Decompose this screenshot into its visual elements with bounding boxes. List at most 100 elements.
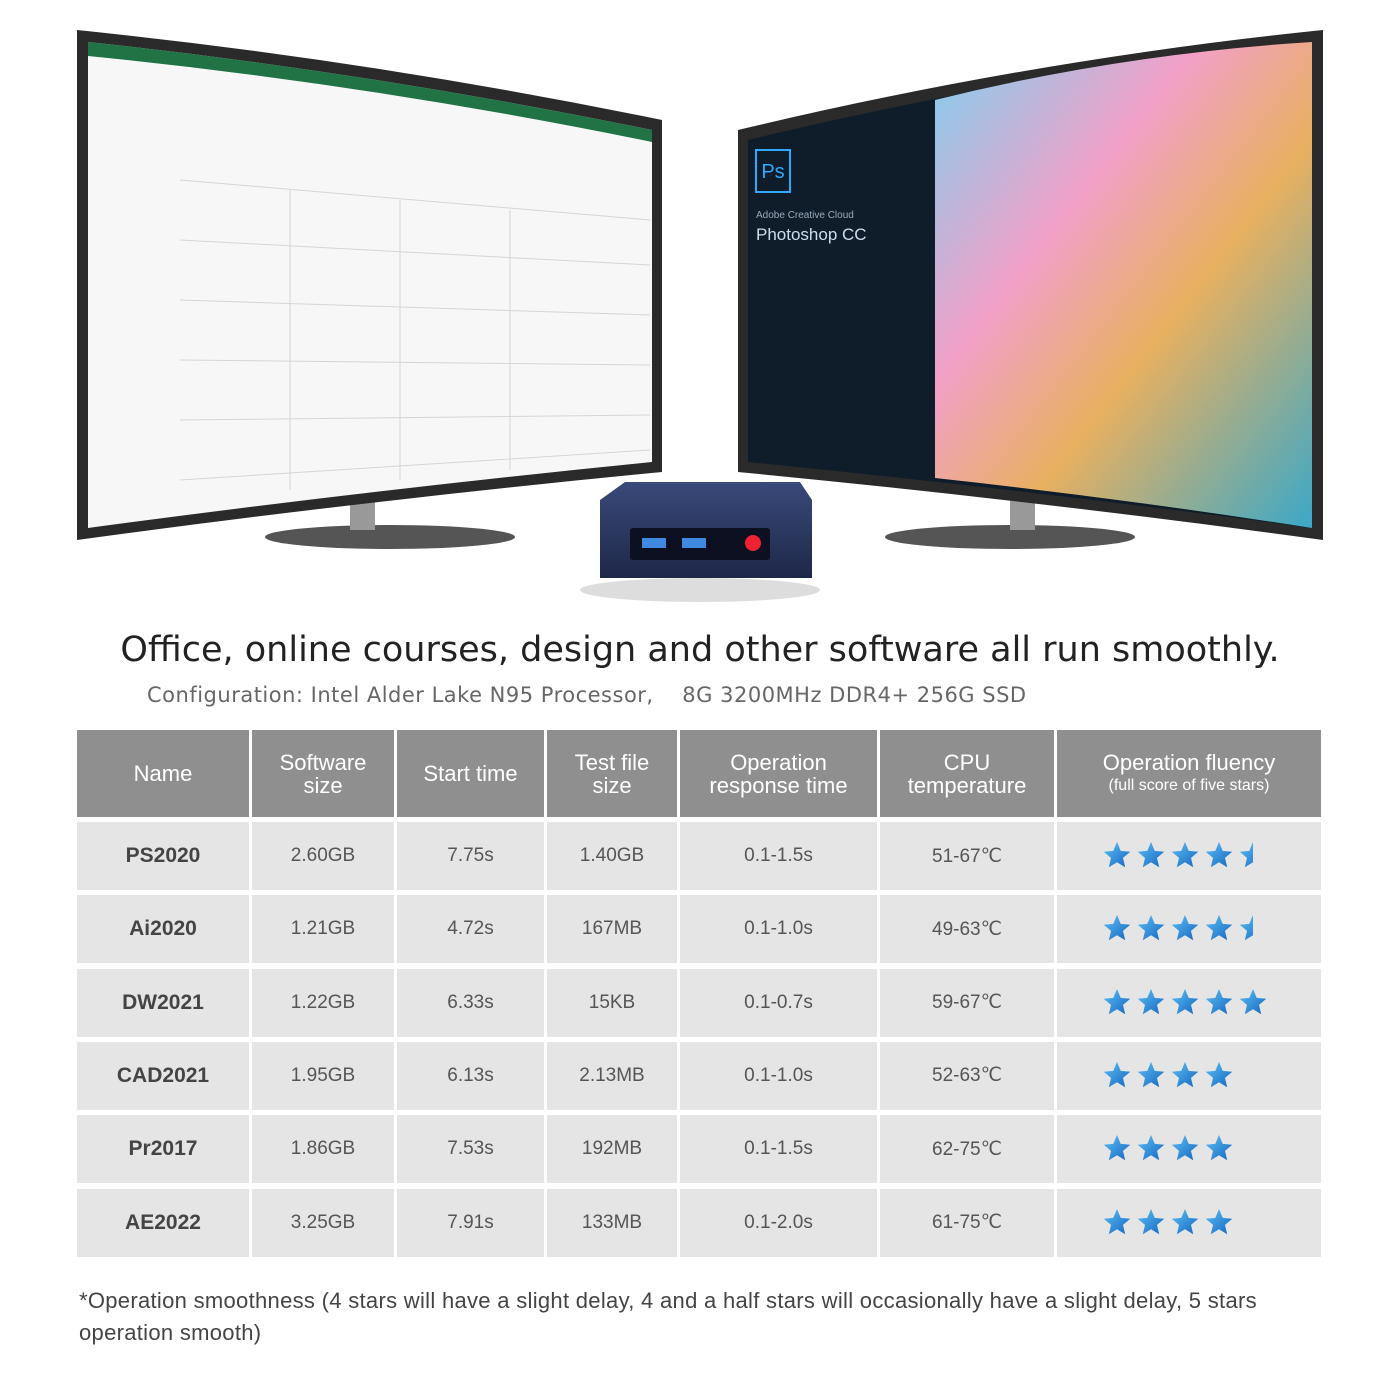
star	[1103, 915, 1131, 941]
header-cell: Software size	[252, 730, 394, 817]
star	[1103, 988, 1131, 1014]
spreadsheet-grid	[179, 179, 651, 490]
star	[1171, 1135, 1199, 1161]
star	[1171, 842, 1199, 868]
table-cell: 2.60GB	[252, 822, 394, 890]
star	[1137, 988, 1165, 1014]
ps-icon	[755, 149, 791, 193]
product-illustration: Ps Adobe Creative Cloud Photoshop CC	[77, 30, 1323, 602]
header-text: Test file size	[574, 749, 650, 798]
table-cell: 167MB	[547, 895, 677, 964]
table-cell: 4.72s	[397, 895, 544, 964]
header-text: (full score of five stars)	[1108, 776, 1270, 794]
table-cell: 6.33s	[397, 968, 544, 1037]
subtitle: Configuration: Intel Alder Lake N95 Proc…	[147, 683, 1027, 707]
rating-cell	[1057, 1115, 1321, 1184]
table-cell: 59-67℃	[880, 968, 1054, 1037]
table-cell: 6.13s	[397, 1041, 544, 1110]
rating-cell	[1057, 1188, 1321, 1257]
table-cell: 49-63℃	[880, 895, 1054, 964]
table-cell: 192MB	[547, 1115, 677, 1184]
star	[1205, 915, 1233, 941]
header-text: Operation response time	[709, 749, 848, 798]
table-cell: 52-63℃	[880, 1041, 1054, 1110]
rating-cell	[1057, 895, 1321, 964]
footnote: *Operation smoothness (4 stars will have…	[79, 1288, 1257, 1345]
rating-cell	[1057, 1041, 1321, 1110]
header-text: Start time	[423, 761, 518, 786]
table-cell: DW2021	[77, 968, 249, 1037]
star	[1239, 915, 1253, 941]
rating-stars	[1103, 1208, 1233, 1234]
rating-stars	[1103, 1061, 1233, 1088]
header-text: CPU temperature	[907, 749, 1027, 798]
table-cell: 0.1-0.7s	[680, 968, 877, 1037]
stand-base	[885, 525, 1135, 549]
table-cell: 7.75s	[397, 822, 544, 890]
star	[1171, 915, 1199, 941]
header-cell: Test file size	[547, 730, 677, 817]
header-text: Name	[133, 761, 193, 786]
table-cell: PS2020	[77, 822, 249, 890]
table-cell: 3.25GB	[252, 1188, 394, 1257]
table-cell: Pr2017	[77, 1115, 249, 1184]
star	[1205, 842, 1233, 868]
star	[1205, 1061, 1233, 1088]
rating-cell	[1057, 822, 1321, 890]
table-cell: AE2022	[77, 1188, 249, 1257]
rating-stars	[1103, 988, 1267, 1014]
star	[1205, 1208, 1233, 1234]
star	[1239, 842, 1253, 868]
rating-stars	[1103, 842, 1253, 868]
header-text: Operation fluency	[1102, 749, 1276, 775]
table-cell: 62-75℃	[880, 1115, 1054, 1184]
header-cell: Operation response time	[680, 730, 877, 817]
star	[1103, 842, 1131, 868]
stand-base	[265, 525, 515, 549]
table-cell: 61-75℃	[880, 1188, 1054, 1257]
star	[1137, 1135, 1165, 1161]
table-cell: 1.21GB	[252, 895, 394, 964]
spreadsheet-screen	[88, 42, 652, 528]
rating-stars	[1103, 1135, 1233, 1161]
table-cell: 1.40GB	[547, 822, 677, 890]
star	[1137, 1208, 1165, 1234]
rating-cell	[1057, 968, 1321, 1037]
star	[1205, 988, 1233, 1014]
rating-stars	[1103, 915, 1253, 941]
artwork	[935, 42, 1312, 528]
table-cell: 7.53s	[397, 1115, 544, 1184]
star	[1171, 988, 1199, 1014]
header-cell: Name	[77, 730, 249, 817]
star	[1137, 1061, 1165, 1088]
star	[1137, 842, 1165, 868]
table-cell: 7.91s	[397, 1188, 544, 1257]
power-button[interactable]	[745, 535, 761, 551]
table-cell: Ai2020	[77, 895, 249, 964]
ribbon	[88, 42, 652, 142]
table-cell: 0.1-1.5s	[680, 822, 877, 890]
table-cell: 51-67℃	[880, 822, 1054, 890]
star	[1137, 915, 1165, 941]
table-cell: 133MB	[547, 1188, 677, 1257]
star	[1205, 1135, 1233, 1161]
star	[1103, 1135, 1131, 1161]
table-cell: 1.86GB	[252, 1115, 394, 1184]
table-cell: CAD2021	[77, 1041, 249, 1110]
ps-icon-text: Ps	[761, 161, 784, 183]
usb-port	[642, 538, 666, 548]
star	[1239, 988, 1267, 1014]
table-cell: 2.13MB	[547, 1041, 677, 1110]
table-cell: 0.1-1.0s	[680, 895, 877, 964]
header-cell: Start time	[397, 730, 544, 817]
star	[1171, 1208, 1199, 1234]
table-cell: 1.95GB	[252, 1041, 394, 1110]
table-cell: 0.1-1.5s	[680, 1115, 877, 1184]
star	[1103, 1208, 1131, 1234]
header-text: Software size	[279, 749, 367, 798]
table-cell: 0.1-1.0s	[680, 1041, 877, 1110]
star	[1171, 1061, 1199, 1088]
shadow	[580, 578, 820, 602]
header-cell: Operation fluency (full score of five sta…	[1057, 730, 1321, 817]
